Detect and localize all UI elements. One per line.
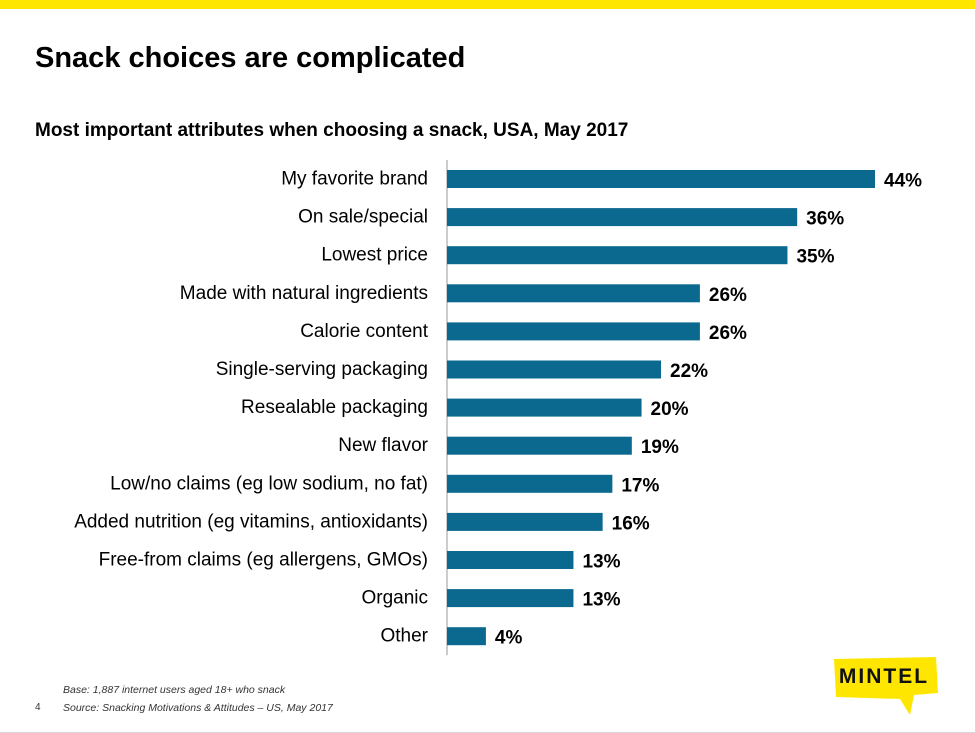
- value-label-0: 44%: [884, 171, 922, 192]
- bar-9: [447, 512, 603, 531]
- value-label-2: 35%: [796, 247, 834, 268]
- bar-1: [447, 208, 798, 227]
- category-label-10: Free-from claims (eg allergens, GMOs): [99, 550, 428, 571]
- value-label-5: 22%: [670, 361, 708, 382]
- bar-8: [447, 474, 613, 493]
- bar-5: [447, 360, 661, 379]
- category-label-3: Made with natural ingredients: [180, 283, 428, 304]
- mintel-logo: [834, 657, 938, 715]
- bar-7: [447, 436, 632, 455]
- page-number: 4: [35, 702, 41, 713]
- category-label-8: Low/no claims (eg low sodium, no fat): [110, 473, 428, 494]
- mintel-logo-text: MINTEL: [838, 665, 930, 688]
- category-labels-group: My favorite brand On sale/special Lowest p…: [74, 169, 429, 647]
- bar-6: [447, 398, 642, 417]
- value-label-6: 20%: [651, 399, 689, 420]
- value-labels-group: 44%36%35%26%26%22%20%19%17%16%13%13%4%: [495, 171, 922, 649]
- value-label-11: 13%: [582, 590, 620, 611]
- category-label-12: Other: [380, 626, 428, 647]
- bar-0: [447, 170, 875, 188]
- value-label-12: 4%: [495, 628, 523, 649]
- value-label-8: 17%: [621, 475, 659, 496]
- category-label-2: Lowest price: [321, 245, 428, 266]
- category-label-5: Single-serving packaging: [216, 359, 428, 380]
- value-label-4: 26%: [709, 323, 747, 344]
- bar-11: [447, 589, 574, 608]
- footnote-source: Source: Snacking Motivations & Attitudes…: [63, 702, 333, 714]
- footnote-base: Base: 1,887 internet users aged 18+ who …: [63, 684, 286, 696]
- category-label-4: Calorie content: [300, 321, 429, 342]
- category-label-9: Added nutrition (eg vitamins, antioxidan…: [74, 511, 428, 532]
- category-label-7: New flavor: [338, 435, 428, 456]
- bar-10: [447, 551, 574, 569]
- value-label-7: 19%: [641, 437, 679, 458]
- category-label-6: Resealable packaging: [241, 397, 428, 418]
- category-label-0: My favorite brand: [281, 169, 428, 190]
- bars-group: [447, 170, 875, 646]
- bar-2: [447, 246, 788, 265]
- bar-4: [447, 322, 700, 341]
- chart-title: Most important attributes when choosing …: [35, 120, 629, 141]
- top-accent-bar: [0, 0, 975, 9]
- bar-3: [447, 284, 700, 303]
- top-accent-bar-fill: [0, 0, 975, 9]
- value-label-1: 36%: [806, 209, 844, 230]
- value-label-10: 13%: [582, 552, 620, 573]
- bar-12: [447, 627, 486, 646]
- value-label-3: 26%: [709, 285, 747, 306]
- value-label-9: 16%: [612, 513, 650, 534]
- slide-title: Snack choices are complicated: [35, 42, 466, 74]
- mintel-logo-shape: [834, 657, 938, 715]
- category-label-11: Organic: [361, 588, 428, 609]
- category-label-1: On sale/special: [298, 207, 428, 228]
